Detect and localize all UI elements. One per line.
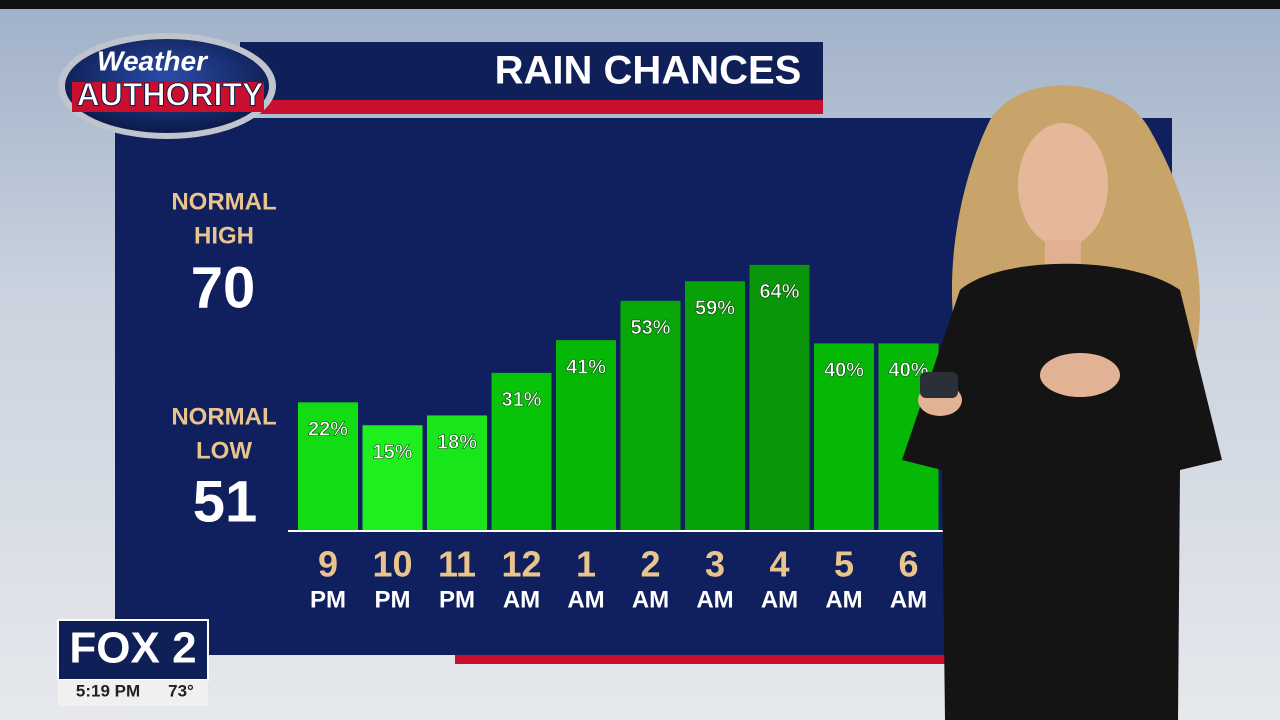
bar (749, 264, 810, 530)
x-tick-sublabel: AM (825, 586, 862, 613)
bar (491, 372, 552, 530)
logo-line1: Weather (97, 45, 209, 76)
x-tick-sublabel: AM (567, 586, 604, 613)
normal-low-label: NORMAL (171, 403, 276, 430)
value-label: 40% (888, 360, 928, 382)
value-label: 22% (308, 419, 348, 441)
x-tick-label: 10 (372, 544, 412, 585)
value-label: 40% (824, 360, 864, 382)
x-tick-sublabel: AM (890, 586, 927, 613)
bar (620, 300, 681, 530)
logo-line2: AUTHORITY (77, 76, 264, 112)
value-label: 59% (695, 297, 735, 319)
bottom-accent (455, 655, 1172, 664)
bar (814, 343, 874, 530)
x-tick-label: 5 (834, 544, 854, 585)
clock-strip (58, 680, 208, 706)
bar (685, 281, 745, 530)
normal-high-label: HIGH (194, 222, 254, 249)
value-label: 15% (372, 442, 412, 464)
value-label: 31% (501, 389, 541, 411)
top-strip (0, 0, 1280, 9)
chart-title: RAIN CHANCES (495, 49, 802, 93)
value-label: 64% (759, 281, 799, 303)
bar (556, 340, 616, 530)
x-tick-sublabel: PM (310, 586, 346, 613)
x-tick-label: 2 (640, 544, 660, 585)
x-tick-label: 1 (576, 544, 596, 585)
normal-high-value: 70 (191, 255, 256, 320)
bar (362, 425, 423, 530)
x-tick-sublabel: AM (696, 586, 733, 613)
x-tick-label: 4 (769, 544, 789, 585)
bar (298, 402, 358, 530)
x-tick-sublabel: AM (632, 586, 669, 613)
title-accent (240, 100, 823, 114)
title-banner (240, 42, 823, 100)
clock-time: 5:19 PM (76, 681, 140, 700)
x-tick-sublabel: AM (761, 586, 798, 613)
bar (427, 415, 487, 530)
clock-temperature: 73° (168, 681, 194, 700)
presenter (902, 85, 1222, 720)
normal-low-value: 51 (193, 469, 258, 534)
x-tick-label: 9 (318, 544, 338, 585)
value-label: 18% (437, 432, 477, 454)
normal-high-label: NORMAL (171, 188, 276, 215)
x-tick-label: 6 (898, 544, 918, 585)
x-tick-label: 11 (438, 544, 476, 585)
x-tick-sublabel: PM (439, 586, 475, 613)
station-name: FOX 2 (69, 624, 196, 673)
x-tick-label: 3 (705, 544, 725, 585)
x-tick-label: 12 (501, 544, 541, 585)
value-label: 53% (630, 317, 670, 339)
x-tick-sublabel: AM (503, 586, 540, 613)
normal-low-label: LOW (196, 437, 252, 464)
x-tick-sublabel: PM (375, 586, 411, 613)
bar-chart: 22%9PM15%10PM18%11PM31%12AM41%1AM53%2AM5… (288, 264, 945, 613)
value-label: 41% (566, 356, 606, 378)
logo-band (72, 82, 264, 112)
